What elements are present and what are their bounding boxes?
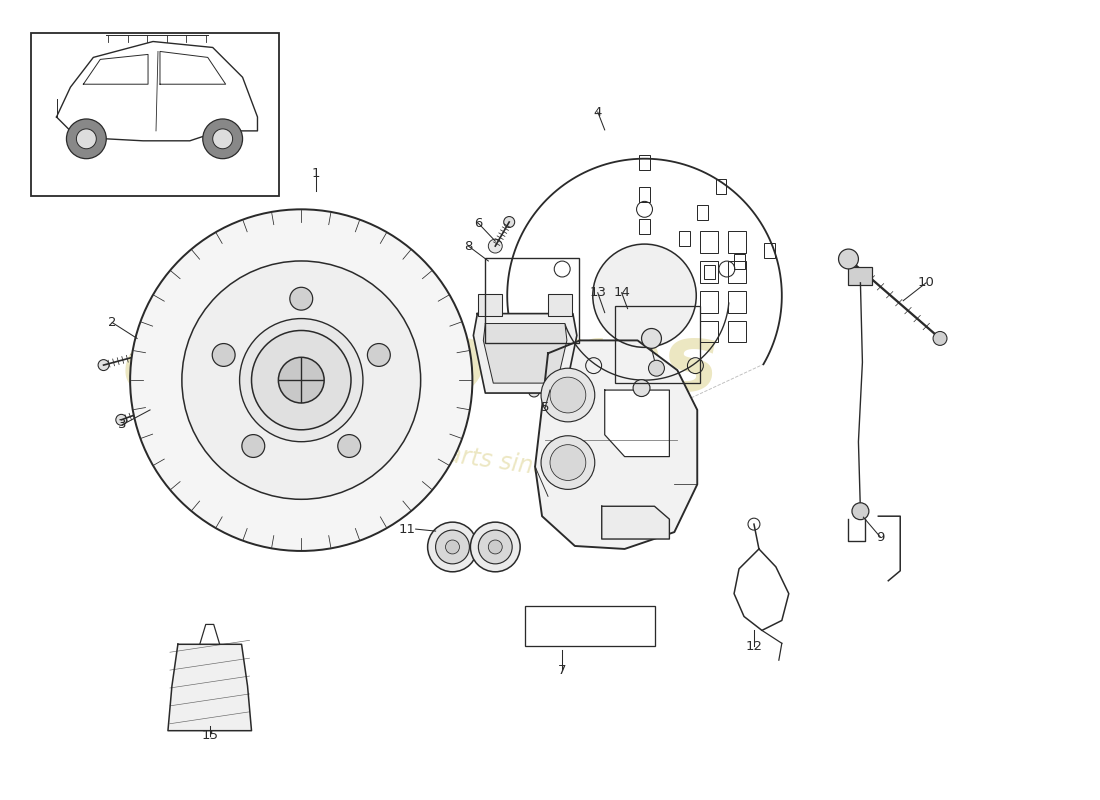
Polygon shape [605, 390, 670, 457]
Circle shape [446, 540, 460, 554]
Circle shape [529, 386, 540, 397]
Circle shape [98, 360, 109, 370]
Text: 15: 15 [201, 729, 218, 742]
Circle shape [436, 530, 470, 564]
FancyBboxPatch shape [31, 33, 279, 197]
Text: 8: 8 [464, 239, 473, 253]
Polygon shape [168, 644, 252, 730]
Circle shape [478, 530, 513, 564]
Circle shape [66, 119, 107, 158]
Text: 10: 10 [917, 276, 935, 290]
Circle shape [428, 522, 477, 572]
Text: 5: 5 [541, 402, 549, 414]
Text: 3: 3 [118, 418, 127, 431]
Circle shape [471, 522, 520, 572]
Circle shape [541, 368, 595, 422]
Text: 12: 12 [746, 640, 762, 653]
Circle shape [133, 348, 147, 362]
Text: 11: 11 [398, 522, 416, 535]
Circle shape [76, 129, 97, 149]
FancyBboxPatch shape [848, 267, 872, 285]
Text: 13: 13 [590, 286, 606, 299]
Circle shape [147, 401, 161, 415]
Circle shape [933, 331, 947, 346]
Text: 9: 9 [876, 530, 884, 543]
Circle shape [593, 244, 696, 347]
Polygon shape [483, 323, 566, 383]
Circle shape [338, 434, 361, 458]
Circle shape [289, 287, 312, 310]
Circle shape [278, 358, 324, 403]
Circle shape [488, 239, 503, 253]
Text: eurospares: eurospares [122, 319, 719, 411]
Circle shape [852, 502, 869, 520]
Polygon shape [602, 506, 670, 539]
Polygon shape [535, 341, 697, 549]
Circle shape [212, 343, 235, 366]
Text: 14: 14 [613, 286, 630, 299]
Circle shape [838, 249, 858, 269]
Circle shape [242, 434, 265, 458]
Circle shape [116, 414, 127, 426]
Circle shape [504, 217, 515, 227]
Circle shape [649, 360, 664, 376]
Circle shape [182, 261, 420, 499]
Circle shape [240, 318, 363, 442]
Circle shape [202, 119, 243, 158]
Text: 1: 1 [312, 167, 320, 180]
Circle shape [488, 540, 503, 554]
Polygon shape [473, 314, 576, 393]
FancyBboxPatch shape [478, 294, 503, 315]
FancyBboxPatch shape [548, 294, 572, 315]
Text: 2: 2 [108, 316, 117, 329]
Circle shape [550, 445, 586, 481]
Text: 6: 6 [474, 217, 483, 230]
Circle shape [634, 380, 650, 397]
Circle shape [541, 436, 595, 490]
Circle shape [130, 210, 472, 551]
Circle shape [550, 377, 586, 413]
Text: 7: 7 [558, 664, 566, 677]
Circle shape [544, 363, 559, 377]
Circle shape [641, 329, 661, 348]
Circle shape [367, 343, 390, 366]
Circle shape [212, 129, 232, 149]
Text: a passion for parts since 1985: a passion for parts since 1985 [272, 418, 629, 491]
Text: 4: 4 [594, 106, 602, 118]
Circle shape [252, 330, 351, 430]
